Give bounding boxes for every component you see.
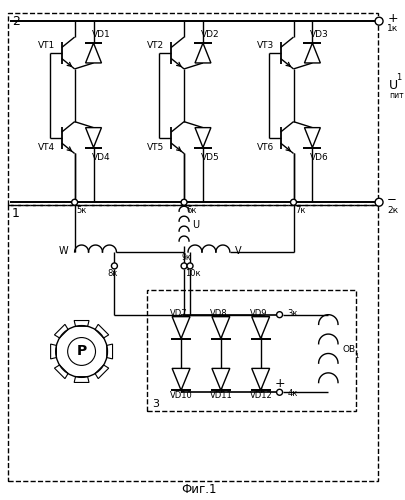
- Polygon shape: [251, 316, 269, 338]
- Circle shape: [111, 263, 117, 269]
- Polygon shape: [251, 368, 269, 390]
- Polygon shape: [304, 43, 320, 63]
- Polygon shape: [211, 316, 229, 338]
- Text: VD5: VD5: [200, 153, 219, 162]
- Text: VT2: VT2: [147, 40, 164, 50]
- Text: VD8: VD8: [209, 309, 227, 318]
- Text: VT1: VT1: [38, 40, 55, 50]
- Text: 5к: 5к: [77, 206, 87, 214]
- Text: VD1: VD1: [91, 30, 110, 38]
- Text: VT3: VT3: [256, 40, 273, 50]
- Text: VD2: VD2: [200, 30, 219, 38]
- Polygon shape: [85, 128, 101, 148]
- Text: 2к: 2к: [386, 206, 397, 214]
- Text: U: U: [388, 80, 397, 92]
- Text: VT5: VT5: [147, 143, 164, 152]
- Text: VD10: VD10: [170, 391, 192, 400]
- Bar: [8, 205, 377, 481]
- Text: VD6: VD6: [310, 153, 328, 162]
- Text: 8к: 8к: [107, 270, 117, 278]
- Bar: [147, 290, 355, 411]
- Circle shape: [187, 263, 192, 269]
- Text: 1: 1: [353, 354, 358, 360]
- Text: VD4: VD4: [91, 153, 110, 162]
- Text: 6к: 6к: [185, 206, 196, 214]
- Text: 1: 1: [395, 74, 400, 82]
- Text: 1: 1: [12, 206, 20, 220]
- Text: P: P: [76, 344, 87, 358]
- Text: 3к: 3к: [287, 309, 297, 318]
- Text: 7к: 7к: [295, 206, 305, 214]
- Text: пит: пит: [388, 92, 403, 100]
- Text: ОВ: ОВ: [341, 345, 354, 354]
- Text: 9к: 9к: [181, 254, 190, 262]
- Text: U: U: [192, 220, 199, 230]
- Text: VD3: VD3: [310, 30, 328, 38]
- Polygon shape: [211, 368, 229, 390]
- Circle shape: [290, 200, 296, 205]
- Bar: [8, 13, 377, 205]
- Circle shape: [374, 198, 382, 206]
- Text: VD11: VD11: [209, 391, 232, 400]
- Text: −: −: [386, 193, 396, 206]
- Circle shape: [374, 17, 382, 25]
- Text: W: W: [59, 246, 68, 256]
- Polygon shape: [304, 128, 320, 148]
- Text: VD12: VD12: [249, 391, 272, 400]
- Text: VD7: VD7: [170, 309, 187, 318]
- Circle shape: [276, 312, 282, 318]
- Text: +: +: [387, 12, 398, 24]
- Text: VT6: VT6: [256, 143, 273, 152]
- Polygon shape: [172, 368, 190, 390]
- Polygon shape: [172, 316, 190, 338]
- Circle shape: [181, 263, 187, 269]
- Polygon shape: [85, 43, 101, 63]
- Text: 10к: 10к: [185, 270, 200, 278]
- Text: +: +: [274, 377, 284, 390]
- Circle shape: [71, 200, 77, 205]
- Text: 1к: 1к: [386, 24, 397, 32]
- Text: VT4: VT4: [38, 143, 55, 152]
- Polygon shape: [194, 43, 211, 63]
- Circle shape: [181, 200, 187, 205]
- Text: 3: 3: [151, 399, 158, 409]
- Text: 2: 2: [12, 14, 20, 28]
- Text: VD9: VD9: [249, 309, 266, 318]
- Text: 4к: 4к: [287, 389, 297, 398]
- Polygon shape: [194, 128, 211, 148]
- Text: V: V: [234, 246, 241, 256]
- Circle shape: [276, 390, 282, 396]
- Text: Фиг.1: Фиг.1: [181, 484, 216, 496]
